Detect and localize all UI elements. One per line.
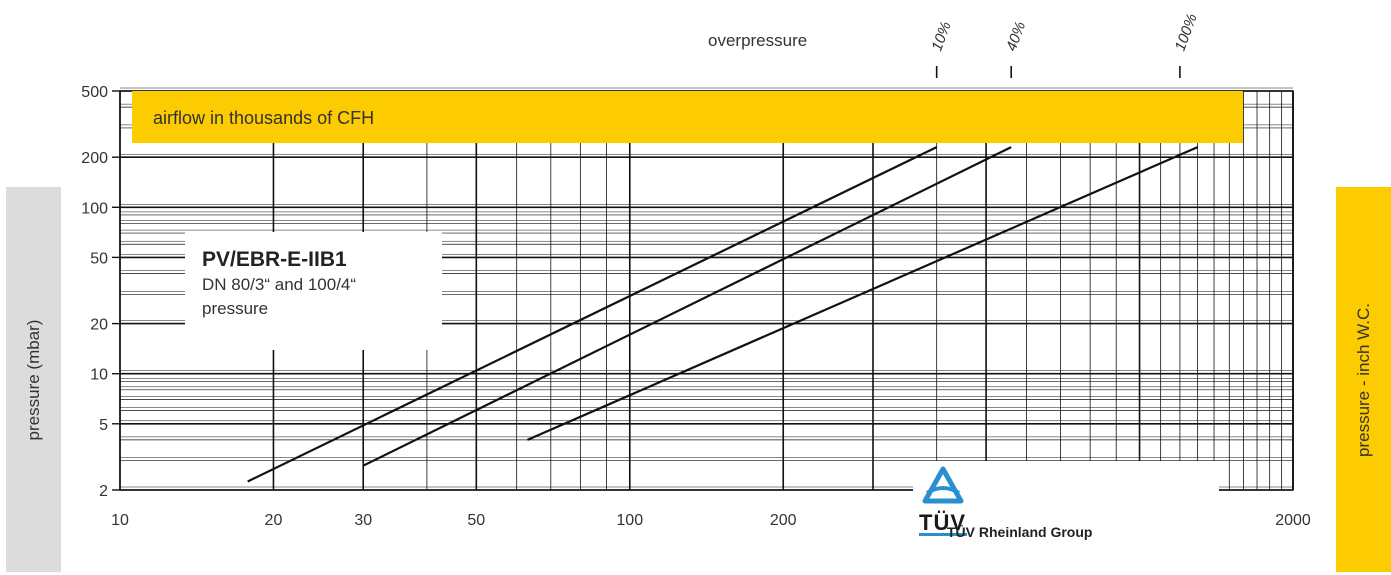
y-tick-label: 10 xyxy=(90,367,108,384)
info-box: PV/EBR-E-IIB1 DN 80/3“ and 100/4“ pressu… xyxy=(185,232,442,350)
tuv-triangle-icon xyxy=(919,466,967,536)
series-lines xyxy=(247,146,1199,483)
right-axis-bar: pressure - inch W.C. xyxy=(1336,187,1391,572)
y-tick-label: 50 xyxy=(90,250,108,267)
overpressure-label: 40% xyxy=(1003,19,1029,53)
overpressure-label: 100% xyxy=(1172,11,1201,53)
overpressure-label: 10% xyxy=(928,19,954,53)
series-line xyxy=(247,146,938,483)
axis-ticks: 2 5 10 20 50 100 200 500 10 20 30 50 100 200 2000 xyxy=(81,84,1311,529)
series-line xyxy=(362,146,1012,467)
tuv-logo-box xyxy=(913,461,1219,575)
overpressure-title: overpressure xyxy=(708,31,808,50)
airflow-band-label: airflow in thousands of CFH xyxy=(153,108,375,128)
subtitle-line-2: pressure xyxy=(202,299,269,318)
overpressure-markers: 10% 40% 100% xyxy=(928,11,1201,78)
x-tick-label: 50 xyxy=(467,512,485,529)
x-tick-label: 100 xyxy=(616,512,643,529)
y-tick-label: 2 xyxy=(99,483,108,500)
x-tick-label: 30 xyxy=(354,512,372,529)
series-line xyxy=(527,146,1199,441)
tuv-mark-text: TÜV xyxy=(919,510,966,535)
airflow-band xyxy=(132,91,1243,143)
subtitle-line-1: DN 80/3“ and 100/4“ xyxy=(202,275,357,294)
y-tick-label: 20 xyxy=(90,317,108,334)
left-axis-bar: pressure (mbar) xyxy=(6,187,61,572)
x-tick-label: 200 xyxy=(770,512,797,529)
x-tick-label: 2000 xyxy=(1275,512,1311,529)
tuv-brand-name: TÜV Rheinland Group xyxy=(947,524,1093,540)
y-tick-label: 100 xyxy=(81,200,108,217)
y-tick-label: 500 xyxy=(81,84,108,101)
x-tick-label: 10 xyxy=(111,512,129,529)
y-tick-label: 200 xyxy=(81,150,108,167)
y-tick-label: 5 xyxy=(99,417,108,434)
x-tick-label: 20 xyxy=(265,512,283,529)
chart-title: PV/EBR-E-IIB1 xyxy=(202,248,347,271)
